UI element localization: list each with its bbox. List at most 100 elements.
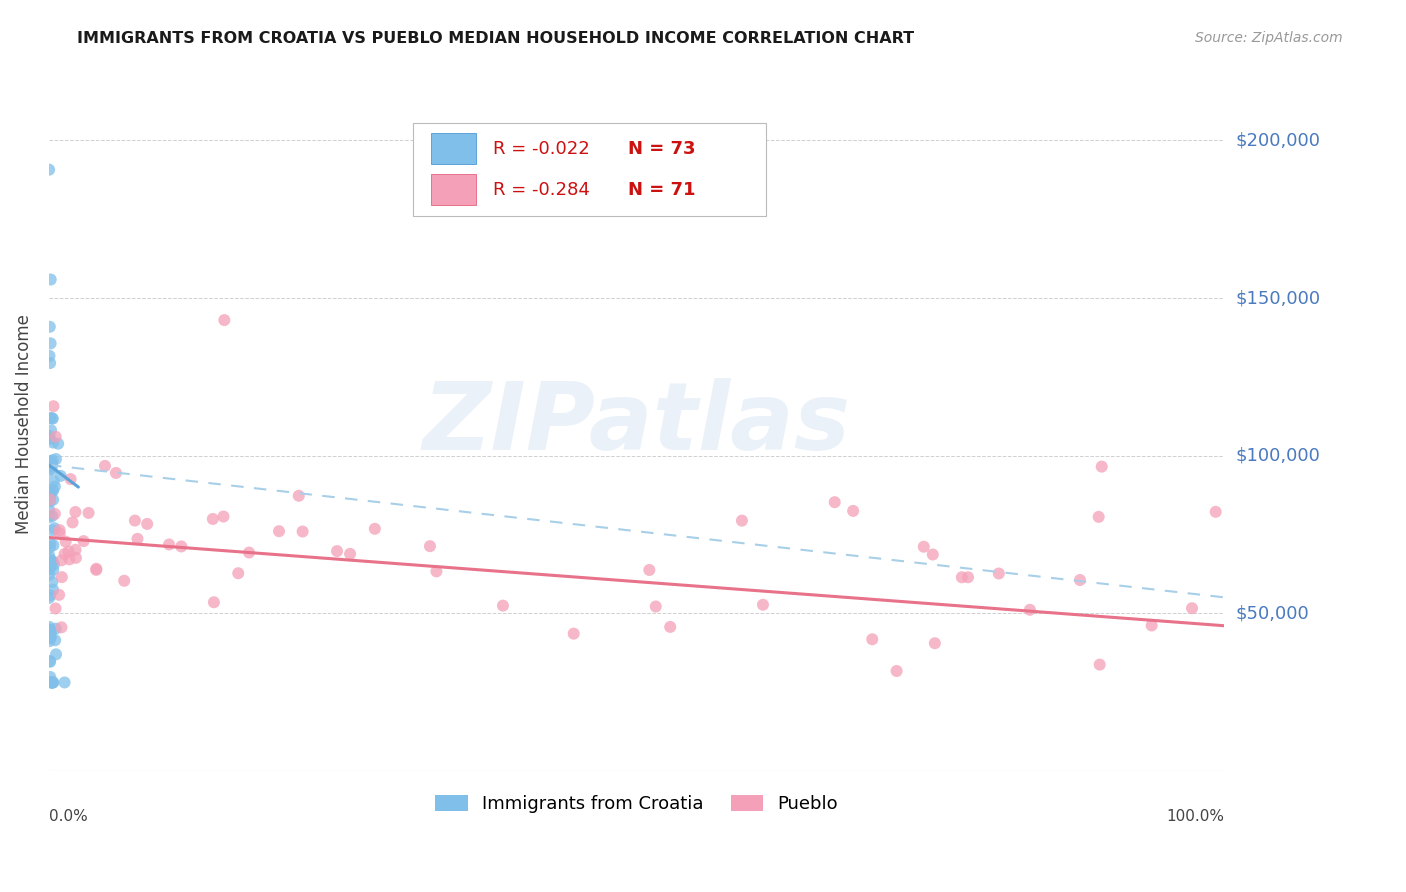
Point bbox=[45, 622, 67, 636]
Text: ZIPatlas: ZIPatlas bbox=[423, 378, 851, 470]
Point bbox=[124, 514, 146, 528]
Point bbox=[42, 411, 65, 425]
Point bbox=[1140, 618, 1163, 632]
Point bbox=[921, 548, 943, 562]
Point bbox=[45, 648, 67, 662]
Point bbox=[287, 489, 309, 503]
Point bbox=[45, 452, 67, 467]
Point bbox=[38, 485, 60, 500]
Point bbox=[39, 623, 62, 637]
Point bbox=[860, 632, 883, 647]
Point bbox=[38, 349, 60, 363]
Point bbox=[170, 540, 193, 554]
Point bbox=[136, 516, 159, 531]
Point bbox=[39, 492, 62, 507]
Point bbox=[38, 494, 60, 508]
Point bbox=[48, 588, 70, 602]
Point bbox=[38, 624, 60, 638]
Point bbox=[42, 474, 65, 488]
Text: N = 71: N = 71 bbox=[628, 181, 696, 199]
Text: $50,000: $50,000 bbox=[1236, 604, 1309, 622]
Text: IMMIGRANTS FROM CROATIA VS PUEBLO MEDIAN HOUSEHOLD INCOME CORRELATION CHART: IMMIGRANTS FROM CROATIA VS PUEBLO MEDIAN… bbox=[77, 31, 914, 46]
Point bbox=[104, 466, 127, 480]
Point bbox=[38, 162, 60, 177]
Point bbox=[267, 524, 290, 539]
Point bbox=[41, 508, 63, 523]
Point bbox=[44, 479, 66, 493]
Point bbox=[65, 542, 87, 557]
Point bbox=[1088, 657, 1111, 672]
Point bbox=[86, 562, 108, 576]
Point bbox=[38, 620, 60, 634]
Point bbox=[41, 675, 63, 690]
Point bbox=[39, 336, 62, 351]
Point bbox=[51, 553, 73, 567]
Point bbox=[41, 453, 63, 467]
Point bbox=[339, 547, 361, 561]
Point bbox=[42, 483, 65, 497]
Point bbox=[201, 512, 224, 526]
Point bbox=[492, 599, 515, 613]
Text: $200,000: $200,000 bbox=[1236, 131, 1320, 150]
Point bbox=[1087, 509, 1109, 524]
Point bbox=[84, 563, 107, 577]
Point bbox=[41, 555, 63, 569]
Point bbox=[58, 544, 80, 558]
Text: R = -0.022: R = -0.022 bbox=[494, 140, 591, 158]
Text: $150,000: $150,000 bbox=[1236, 289, 1320, 307]
Point bbox=[39, 588, 62, 602]
Point bbox=[48, 526, 70, 541]
Point bbox=[41, 462, 63, 476]
Point bbox=[842, 504, 865, 518]
Point bbox=[72, 534, 94, 549]
Point bbox=[39, 675, 62, 690]
Point bbox=[42, 483, 65, 498]
Point bbox=[39, 631, 62, 645]
Point bbox=[425, 565, 447, 579]
Point bbox=[112, 574, 135, 588]
Point bbox=[41, 675, 63, 690]
Point bbox=[41, 524, 63, 538]
Point bbox=[1181, 601, 1204, 615]
Point bbox=[44, 507, 66, 521]
Point bbox=[49, 468, 72, 483]
Text: R = -0.284: R = -0.284 bbox=[494, 181, 591, 199]
Point bbox=[53, 547, 76, 561]
Point bbox=[39, 670, 62, 684]
Point bbox=[44, 521, 66, 535]
Point bbox=[39, 557, 62, 571]
Point bbox=[38, 591, 60, 605]
Point bbox=[38, 459, 60, 474]
Point bbox=[39, 625, 62, 640]
Point bbox=[987, 566, 1010, 581]
Text: N = 73: N = 73 bbox=[628, 140, 696, 158]
Point bbox=[238, 545, 260, 559]
Point bbox=[42, 538, 65, 552]
Point bbox=[38, 510, 60, 524]
Point bbox=[1019, 603, 1042, 617]
Point bbox=[957, 570, 980, 584]
Point bbox=[562, 626, 585, 640]
Point bbox=[824, 495, 846, 509]
Point bbox=[44, 633, 66, 648]
Point bbox=[42, 558, 65, 572]
Point bbox=[752, 598, 775, 612]
Point bbox=[1069, 573, 1091, 587]
Point bbox=[42, 399, 65, 413]
Point bbox=[45, 430, 67, 444]
Point bbox=[51, 570, 73, 584]
Point bbox=[42, 435, 65, 450]
Point bbox=[39, 411, 62, 425]
Point bbox=[202, 595, 225, 609]
Point bbox=[94, 458, 117, 473]
Point bbox=[644, 599, 666, 614]
Point bbox=[39, 536, 62, 550]
Point bbox=[39, 423, 62, 437]
Point bbox=[38, 634, 60, 648]
Point bbox=[77, 506, 100, 520]
Point bbox=[39, 356, 62, 370]
Text: $100,000: $100,000 bbox=[1236, 447, 1320, 465]
Point bbox=[127, 532, 149, 546]
Point bbox=[924, 636, 946, 650]
Text: Source: ZipAtlas.com: Source: ZipAtlas.com bbox=[1195, 31, 1343, 45]
